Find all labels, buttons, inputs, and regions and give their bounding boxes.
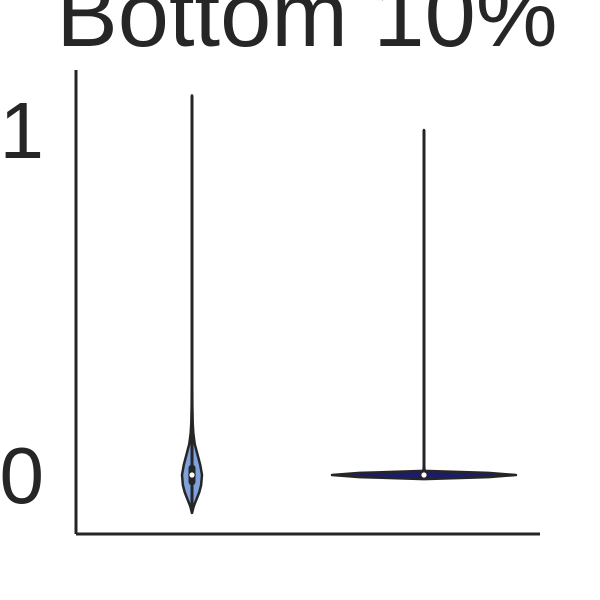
violin-median-a [188,471,196,479]
chart-title: Bottom 10% [56,0,557,66]
violins [180,94,518,515]
y-tick-label-0: 0 [0,431,44,520]
y-tick-label-1: 1 [0,86,44,175]
axes [74,70,540,536]
y-tick-labels: 01 [0,86,44,520]
violin-median-b [420,471,428,479]
